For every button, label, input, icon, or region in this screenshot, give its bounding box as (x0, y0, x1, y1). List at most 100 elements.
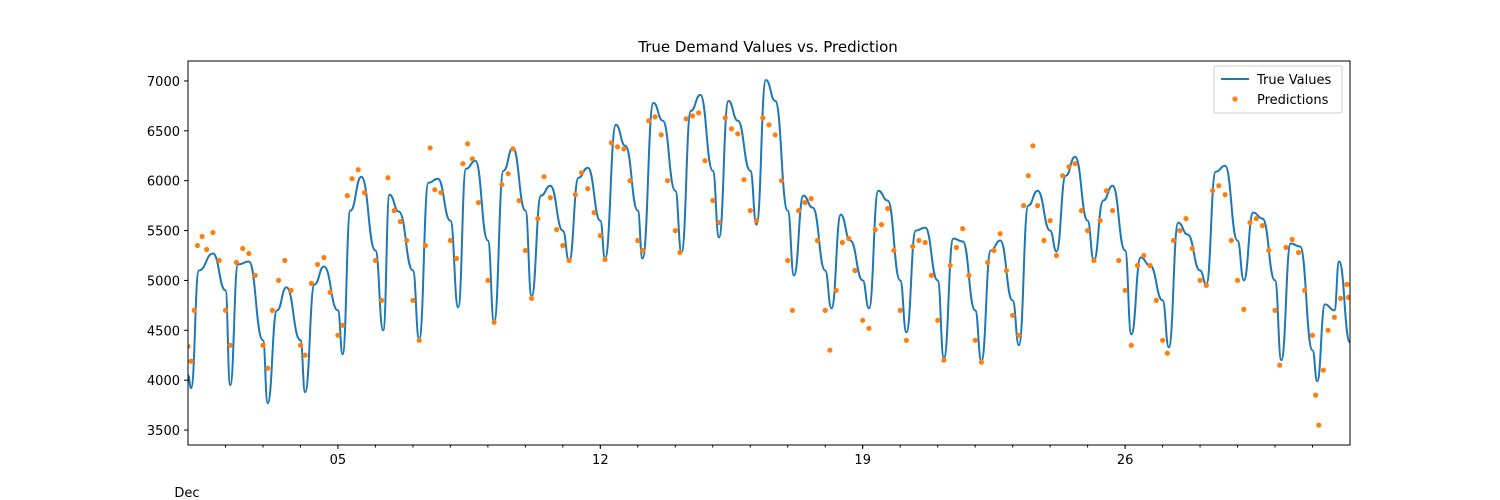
prediction-point (188, 343, 191, 349)
prediction-point (355, 167, 361, 173)
prediction-point (885, 206, 891, 212)
prediction-point (872, 227, 878, 233)
prediction-point (379, 297, 385, 303)
y-tick-label: 5000 (147, 274, 180, 289)
prediction-point (1266, 247, 1272, 254)
prediction-point (1197, 277, 1203, 283)
prediction-point (635, 237, 641, 244)
prediction-point (276, 277, 282, 283)
prediction-point (585, 186, 591, 192)
prediction-point (1116, 257, 1122, 264)
prediction-point (1210, 188, 1216, 194)
prediction-point (722, 115, 728, 121)
x-tick-label: 19 (854, 453, 871, 468)
prediction-point (1183, 216, 1189, 222)
prediction-point (928, 272, 935, 278)
prediction-point (1110, 208, 1116, 214)
prediction-point (1072, 161, 1078, 167)
prediction-point (349, 176, 355, 182)
prediction-point (1247, 220, 1253, 226)
prediction-point (766, 122, 772, 128)
prediction-point (1085, 228, 1091, 234)
prediction-point (1259, 223, 1266, 229)
prediction-point (741, 177, 747, 183)
prediction-point (288, 287, 294, 293)
prediction-point (1047, 218, 1053, 224)
prediction-point (416, 337, 422, 343)
prediction-point (1177, 228, 1183, 234)
prediction-point (572, 192, 578, 198)
prediction-point (897, 307, 903, 313)
prediction-point (1003, 267, 1010, 274)
prediction-point (485, 277, 491, 283)
prediction-point (808, 196, 814, 202)
prediction-point (282, 257, 288, 264)
prediction-point (460, 161, 466, 167)
prediction-point (1228, 237, 1234, 244)
prediction-point (839, 239, 846, 246)
prediction-point (677, 249, 683, 256)
prediction-point (728, 126, 735, 132)
prediction-point (1309, 332, 1316, 338)
prediction-point (1097, 218, 1103, 224)
prediction-point (747, 208, 753, 214)
prediction-point (941, 357, 947, 363)
prediction-point (438, 190, 444, 196)
prediction-point (702, 158, 708, 164)
prediction-point (432, 187, 438, 193)
prediction-point (1331, 314, 1337, 320)
prediction-point (753, 218, 760, 224)
legend-box (1213, 65, 1343, 114)
prediction-point (866, 325, 872, 331)
prediction-point (772, 132, 778, 138)
prediction-point (469, 156, 475, 162)
prediction-point (1122, 287, 1128, 293)
prediction-point (1010, 312, 1016, 318)
prediction-point (1066, 164, 1072, 170)
prediction-point (846, 235, 852, 242)
prediction-point (1289, 236, 1295, 243)
y-tick-label: 6500 (147, 125, 180, 140)
prediction-point (499, 182, 505, 188)
prediction-point (1147, 262, 1153, 269)
prediction-point (579, 170, 585, 176)
prediction-point (447, 237, 453, 244)
legend-label-true-values: True Values (1256, 73, 1331, 88)
prediction-point (614, 144, 621, 150)
prediction-point (1302, 287, 1308, 293)
legend-dot-swatch (1232, 96, 1238, 102)
prediction-point (947, 262, 953, 269)
prediction-point (1025, 173, 1031, 179)
prediction-point (361, 190, 368, 196)
y-tick-label: 3500 (147, 424, 180, 439)
prediction-point (327, 289, 333, 295)
x-tick-label: 12 (592, 453, 609, 468)
prediction-point (1041, 237, 1047, 244)
prediction-point (1053, 252, 1059, 259)
prediction-point (222, 307, 229, 313)
prediction-point (491, 319, 497, 325)
legend: True Values Predictions (1213, 65, 1343, 114)
prediction-point (547, 195, 553, 201)
prediction-point (1141, 252, 1147, 259)
prediction-point (1091, 257, 1097, 264)
prediction-point (566, 257, 572, 264)
prediction-point (260, 342, 266, 348)
chart-title: True Demand Values vs. Prediction (637, 38, 898, 56)
prediction-point (903, 337, 910, 343)
prediction-point (1283, 244, 1289, 251)
prediction-point (785, 257, 791, 264)
prediction-point (404, 237, 410, 244)
prediction-point (1135, 262, 1141, 269)
prediction-point (960, 226, 966, 232)
prediction-point (344, 193, 350, 199)
prediction-point (802, 200, 808, 206)
prediction-point (522, 247, 529, 254)
prediction-point (997, 231, 1003, 237)
prediction-point (1325, 327, 1331, 333)
prediction-point (321, 254, 327, 261)
prediction-point (1316, 422, 1322, 428)
prediction-point (627, 178, 633, 184)
prediction-point (335, 332, 341, 338)
prediction-point (597, 232, 603, 239)
